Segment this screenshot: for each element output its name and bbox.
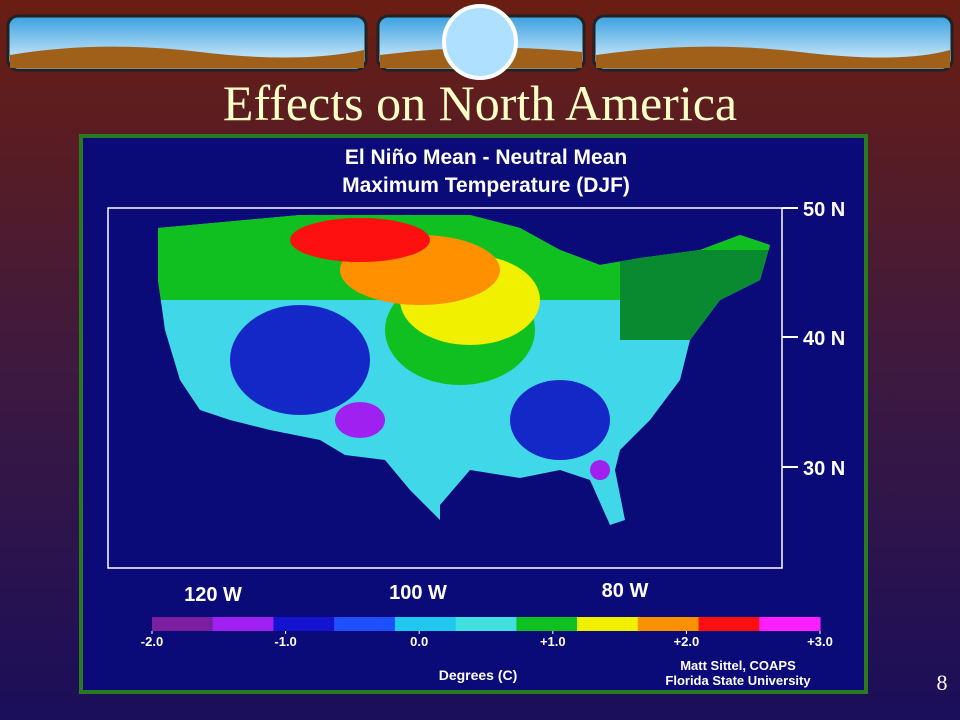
colorbar-title: Degrees (C): [439, 667, 518, 683]
map-box: [107, 207, 783, 569]
colorbar-segment: [637, 617, 700, 631]
lat-label: 40 N: [803, 328, 845, 350]
slide-title: Effects on North America: [223, 75, 737, 131]
colorbar-segment: [759, 617, 821, 631]
colorbar-segment: [334, 617, 396, 631]
banner: [6, 4, 954, 80]
colorbar-segment: [516, 617, 578, 631]
credit: Matt Sittel, COAPS: [680, 658, 796, 673]
colorbar-segment: [273, 617, 335, 631]
map-title: Maximum Temperature (DJF): [342, 174, 630, 197]
lat-labels: 50 N 40 N 30 N: [782, 199, 845, 480]
colorbar-segment: [152, 617, 214, 631]
colorbar-segment: [394, 617, 457, 631]
colorbar-segment: [455, 617, 517, 631]
colorbar-tick-label: -2.0: [141, 634, 163, 649]
lon-label: 100 W: [389, 582, 447, 604]
credit: Florida State University: [665, 673, 811, 688]
lat-label: 30 N: [803, 458, 845, 480]
colorbar-tick-label: -1.0: [274, 634, 296, 649]
colorbar-segment: [698, 617, 760, 631]
lon-labels: 120 W 100 W 80 W: [184, 580, 648, 606]
lat-label: 50 N: [803, 199, 845, 221]
colorbar: -2.0 -1.0 0.0 +1.0 +2.0 +3.0: [141, 617, 833, 649]
map-title: El Niño Mean - Neutral Mean: [345, 146, 627, 169]
colorbar-tick-label: +3.0: [807, 634, 833, 649]
lon-label: 120 W: [184, 584, 242, 606]
colorbar-tick-label: 0.0: [410, 634, 428, 649]
page-number: 8: [937, 670, 948, 695]
colorbar-tick-label: +1.0: [540, 634, 566, 649]
lon-label: 80 W: [602, 580, 649, 602]
colorbar-segment: [577, 617, 639, 631]
colorbar-segment: [212, 617, 274, 631]
colorbar-tick-label: +2.0: [674, 634, 700, 649]
